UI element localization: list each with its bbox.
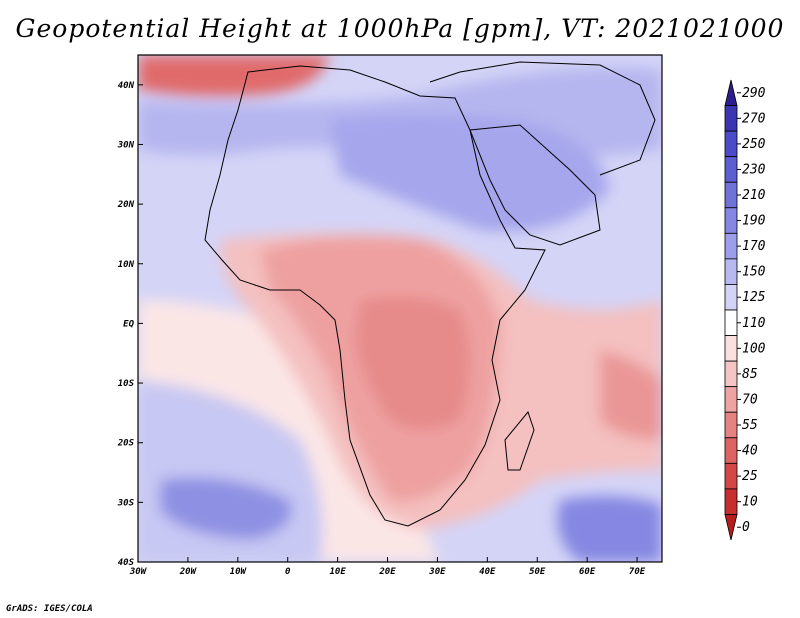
lon-tick-label: 30E [428,567,446,577]
colorbar-label: 85 [742,367,758,382]
colorbar-label: 190 [742,214,766,229]
lon-tick-label: 20W [179,567,198,577]
lon-tick-label: 50E [529,567,546,577]
height-field [138,55,662,562]
lon-tick-label: 20E [378,567,396,577]
colorbar-swatch [724,411,738,439]
colorbar-swatch [724,181,738,209]
colorbar-swatch [724,386,738,413]
colorbar-swatch [724,207,738,234]
colorbar-label: 150 [742,265,766,280]
axis-ticks [137,84,638,563]
lat-tick-label: 10S [118,379,135,389]
lat-tick-label: 10N [118,260,135,270]
colorbar-label: 230 [742,162,766,177]
colorbar-label: 250 [742,137,766,152]
lon-tick-label: 60E [579,567,596,577]
colorbar-swatch [724,360,738,388]
colorbar-label: 290 [742,86,766,101]
lat-tick-label: 20S [117,439,135,449]
colorbar-label: 100 [742,341,766,356]
colorbar-swatch [724,335,738,362]
lon-tick-label: 10W [230,567,248,577]
colorbar-swatch [724,79,738,106]
colorbar-label: 210 [742,188,766,203]
colorbar-label: 25 [742,469,758,484]
colorbar-label: 0 [742,520,750,535]
colorbar-swatch [724,156,738,183]
map-title: Geopotential Height at 1000hPa [gpm], VT… [15,14,785,43]
colorbar-swatch [724,462,738,490]
colorbar-label: 55 [742,418,758,433]
colorbar-swatch [724,514,738,541]
lon-tick-label: 40E [479,567,496,577]
colorbar-swatch [724,284,738,311]
colorbar-label: 125 [742,290,766,305]
lat-tick-label: 40S [118,558,135,568]
colorbar-label: 70 [742,392,758,407]
lon-tick-label: 30W [129,567,148,577]
lon-tick-label: 10E [329,567,346,577]
colorbar-swatch [724,437,738,464]
lon-tick-label: 0 [285,567,291,577]
plot-frame [137,54,663,563]
colorbar-label: 10 [742,495,758,510]
lat-tick-label: 30N [117,140,135,150]
credit-label: GrADS: IGES/COLA [6,604,93,614]
colorbar-label: 170 [742,239,766,254]
colorbar-swatch [724,488,738,515]
colorbar-swatch [724,232,738,260]
colorbar-swatch [724,130,738,158]
colorbar-label: 40 [742,444,758,459]
lat-tick-label: 30S [117,498,135,508]
colorbar-label: 110 [742,316,766,331]
colorbar-swatch [724,309,738,336]
colorbar-swatch [724,105,738,132]
lat-tick-label: EQ [123,319,134,329]
lat-tick-label: 20N [117,200,135,210]
lon-tick-label: 70E [629,567,646,577]
lat-tick-label: 40N [118,81,135,91]
colorbar: 2902702502302101901701501251101008570554… [724,79,766,541]
coastline [204,61,656,527]
colorbar-swatch [724,258,738,285]
colorbar-label: 270 [742,111,766,126]
